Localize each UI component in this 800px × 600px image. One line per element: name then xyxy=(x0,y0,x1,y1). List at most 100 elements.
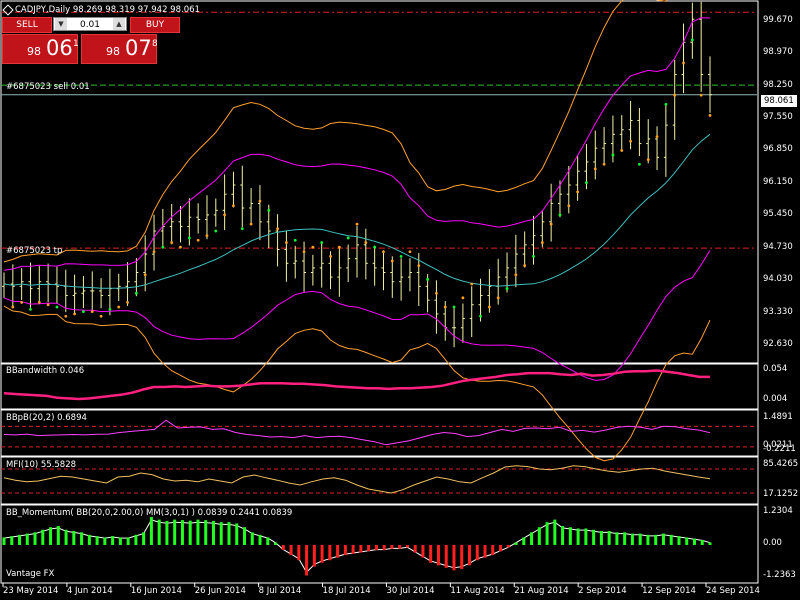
lot-decrease-icon[interactable]: ▼ xyxy=(55,18,67,30)
momentum-bar xyxy=(173,519,177,545)
momentum-bar xyxy=(374,545,378,551)
y-tick-label: 94.030 xyxy=(763,274,793,285)
buy-button[interactable]: BUY xyxy=(130,17,180,33)
psar-dot xyxy=(293,238,297,242)
momentum-bar xyxy=(692,538,696,545)
momentum-bar xyxy=(405,545,409,548)
momentum-bar xyxy=(568,527,572,545)
symbol-line: CADJPY,Daily 98.269 98.319 97.942 98.061 xyxy=(15,5,200,15)
psar-dot xyxy=(196,238,200,242)
psar-dot xyxy=(82,310,85,314)
psar-dot xyxy=(355,222,359,226)
psar-dot xyxy=(232,204,235,208)
momentum-bar xyxy=(41,529,45,545)
bbpb-tick-label: -0.2211 xyxy=(763,444,796,454)
symbol-icon xyxy=(2,3,14,16)
momentum-bar xyxy=(530,532,534,545)
outer-band-upper-line xyxy=(3,0,668,263)
momentum-bar xyxy=(522,537,526,545)
momentum-bar xyxy=(56,525,60,545)
psar-dot xyxy=(540,241,544,244)
psar-dot xyxy=(664,103,668,106)
psar-dot xyxy=(382,250,385,254)
psar-dot xyxy=(646,158,650,162)
tp-order-label[interactable]: #6875023 tp xyxy=(6,246,63,256)
psar-dot xyxy=(99,314,103,318)
momentum-bar xyxy=(367,545,371,552)
momentum-bar xyxy=(623,532,627,545)
psar-dot xyxy=(117,305,121,309)
y-tick-label: 93.330 xyxy=(763,306,793,317)
psar-dot xyxy=(487,305,491,309)
sell-button[interactable]: SELL xyxy=(2,17,52,33)
momentum-bar xyxy=(118,537,122,545)
momentum-bar xyxy=(398,545,402,549)
psar-dot xyxy=(179,245,182,249)
momentum-bar xyxy=(95,536,99,545)
psar-dot xyxy=(699,93,703,97)
momentum-bar xyxy=(359,545,363,553)
psar-dot xyxy=(593,167,597,171)
x-tick-label: 11 Aug 2014 xyxy=(450,586,505,596)
lot-increase-icon[interactable]: ▲ xyxy=(113,18,125,30)
momentum-bar xyxy=(33,532,37,545)
momentum-bar xyxy=(382,545,386,551)
momentum-bar xyxy=(49,527,53,545)
x-tick-label: 21 Aug 2014 xyxy=(514,586,569,596)
lot-value[interactable]: 0.01 xyxy=(79,20,101,30)
sell-order-label[interactable]: #6875023 sell 0.01 xyxy=(6,82,90,92)
psar-dot xyxy=(364,241,368,244)
x-tick-label: 4 Jun 2014 xyxy=(66,586,113,596)
psar-dot xyxy=(152,250,156,254)
bollinger-upper-line xyxy=(3,17,711,271)
psar-dot xyxy=(435,291,438,295)
momentum-bar xyxy=(421,545,425,558)
momentum-bar xyxy=(576,528,580,545)
psar-dot xyxy=(64,314,68,318)
bbpb-tick-label: 0.0211 xyxy=(763,440,793,450)
momentum-bar xyxy=(483,545,487,558)
momentum-bar xyxy=(390,545,394,549)
momentum-label: BB_Momentum( BB(20,0,2.00,0) MM(3,0,1) )… xyxy=(6,508,293,518)
symbol-header: CADJPY,Daily 98.269 98.319 97.942 98.061 xyxy=(2,3,200,16)
momentum-bar xyxy=(677,536,681,545)
momentum-bar xyxy=(72,531,76,545)
one-click-trade-panel: SELL ▼ 0.01 ▲ BUY 98 06 1 98 07 8 xyxy=(2,17,180,65)
current-price-tag: 98.061 xyxy=(761,95,797,107)
x-tick-label: 24 Sep 2014 xyxy=(706,586,760,596)
buy-price-button[interactable]: 98 07 8 xyxy=(81,34,158,64)
momentum-bar xyxy=(243,527,247,545)
psar-dot xyxy=(205,234,209,238)
momentum-bar xyxy=(630,533,634,545)
y-tick-label: 96.150 xyxy=(763,176,793,187)
psar-dot xyxy=(302,250,306,254)
psar-dot xyxy=(337,245,341,249)
momentum-bar xyxy=(545,522,549,545)
sell-price-button[interactable]: 98 06 1 xyxy=(2,34,79,64)
psar-dot xyxy=(576,190,580,194)
lot-size-input[interactable]: ▼ 0.01 ▲ xyxy=(53,17,127,31)
psar-dot xyxy=(311,245,315,249)
psar-dot xyxy=(690,38,694,42)
x-tick-label: 30 Jul 2014 xyxy=(386,586,435,596)
momentum-bar xyxy=(266,537,270,545)
y-tick-label: 97.550 xyxy=(763,112,793,123)
momentum-panel-frame xyxy=(0,504,759,584)
bbpb-line xyxy=(3,419,711,446)
momentum-bar xyxy=(685,537,689,545)
psar-dot xyxy=(655,135,659,139)
momentum-bar xyxy=(305,545,309,576)
momentum-bar xyxy=(227,522,231,545)
psar-dot xyxy=(90,310,94,314)
bollinger-lower-line xyxy=(3,250,711,381)
momentum-bar xyxy=(180,520,184,545)
momentum-bar xyxy=(219,522,223,545)
psar-dot xyxy=(258,199,262,203)
psar-dot xyxy=(11,305,15,309)
momentum-bar xyxy=(514,542,518,545)
bollinger-middle-line xyxy=(3,133,711,289)
psar-dot xyxy=(126,301,129,304)
bbpb-tick-label: 1.4891 xyxy=(763,412,793,422)
psar-dot xyxy=(514,273,518,277)
